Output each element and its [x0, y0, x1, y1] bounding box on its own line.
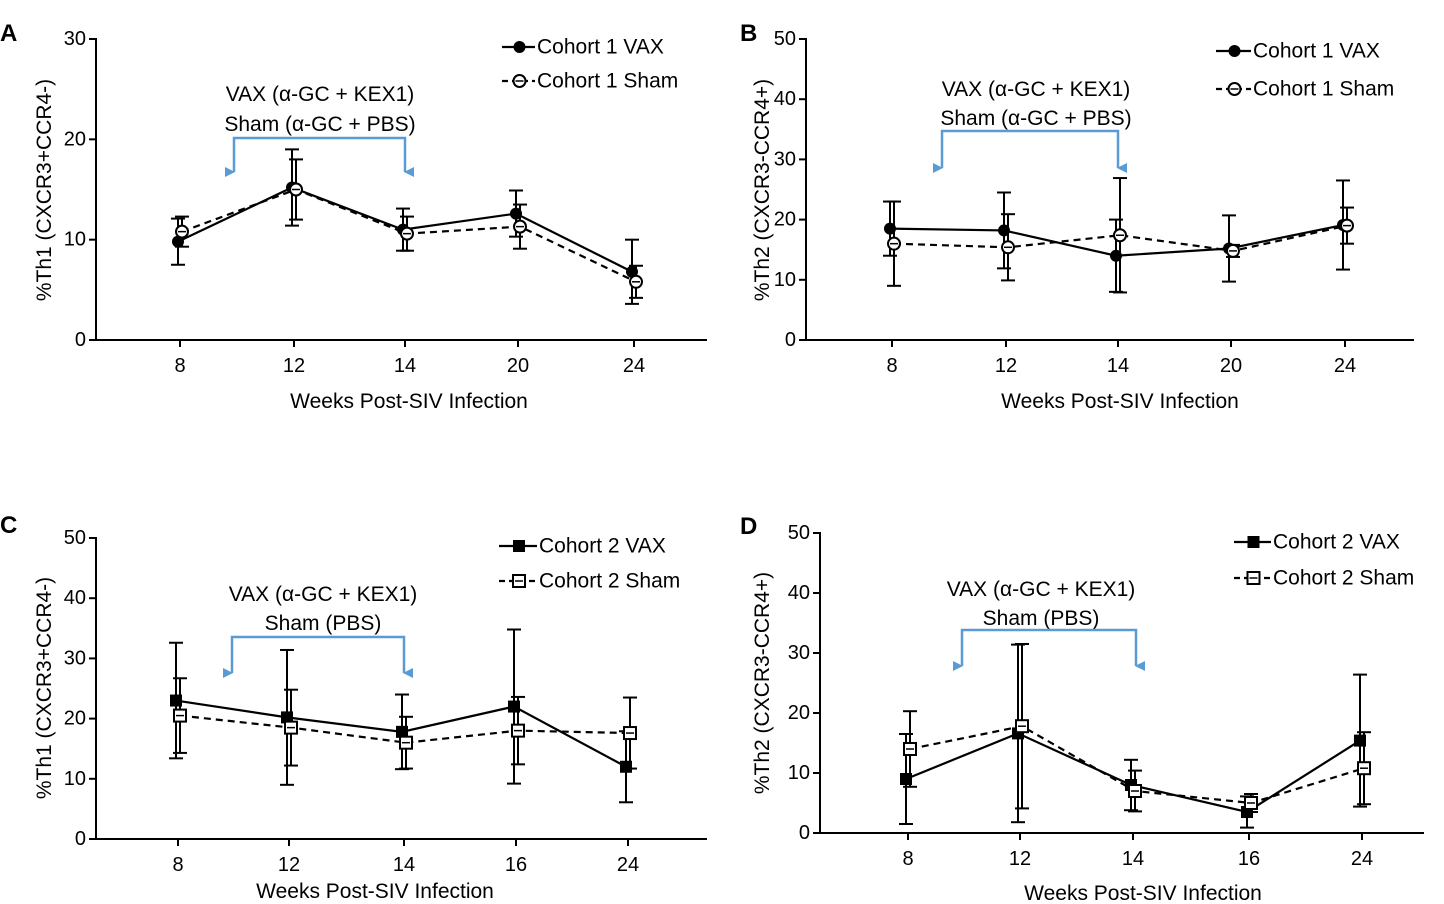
- y-axis-label: %Th2 (CXCR3-CCR4+): [751, 79, 774, 301]
- treatment-bracket: [933, 129, 1127, 173]
- y-axis-label: %Th1 (CXCR3+CCR4-): [33, 79, 56, 301]
- y-tick-label: 30: [64, 28, 86, 50]
- series-cohort-2-sham: [173, 677, 637, 770]
- treatment-bracket: [953, 628, 1145, 671]
- y-tick-label: 10: [788, 762, 810, 784]
- series-line: [905, 732, 1361, 814]
- legend-label: Cohort 1 VAX: [1253, 40, 1380, 63]
- y-tick-label: 20: [788, 702, 810, 724]
- y-tick-label: 0: [785, 329, 796, 351]
- x-tick-label: 12: [278, 854, 300, 876]
- series-cohort-1-sham: [175, 158, 643, 299]
- legend-entry: Cohort 2 Sham: [1234, 567, 1414, 590]
- x-tick-label: 8: [172, 854, 183, 876]
- annotation-line-2: Sham (PBS): [983, 607, 1100, 630]
- x-tick-label: 12: [995, 355, 1017, 377]
- series-line: [179, 714, 631, 744]
- y-axis-label: %Th2 (CXCR3-CCR4+): [751, 572, 774, 794]
- y-tick-label: 40: [788, 582, 810, 604]
- annotation-line-2: Sham (α-GC + PBS): [224, 113, 415, 136]
- y-tick-label: 30: [774, 148, 796, 170]
- y-tick-label: 20: [64, 708, 86, 730]
- panel-D: D 0 10 20 30 40 50 8 12 14 16 24 Weeks Post-SIV Infe…: [740, 513, 1424, 904]
- x-tick-label: 16: [505, 854, 527, 876]
- x-axis-label: Weeks Post-SIV Infection: [290, 390, 528, 413]
- x-axis-label: Weeks Post-SIV Infection: [1024, 882, 1262, 904]
- annotation-line-1: VAX (α-GC + KEX1): [947, 578, 1136, 601]
- series-cohort-1-vax: [171, 148, 639, 305]
- x-tick-label: 20: [507, 355, 529, 377]
- y-tick-label: 30: [64, 647, 86, 669]
- x-tick-label: 8: [174, 355, 185, 377]
- legend-label: Cohort 1 Sham: [1253, 78, 1394, 101]
- y-tick-label: 10: [64, 768, 86, 790]
- y-tick-label: 20: [774, 209, 796, 231]
- legend-entry: Cohort 2 VAX: [499, 535, 666, 558]
- annotation-line-2: Sham (PBS): [265, 612, 382, 635]
- annotation-line-2: Sham (α-GC + PBS): [940, 107, 1131, 130]
- panel-label: C: [0, 512, 17, 539]
- series-cohort-2-sham: [903, 643, 1371, 813]
- x-tick-label: 24: [1351, 848, 1373, 870]
- annotation-line-1: VAX (α-GC + KEX1): [229, 583, 418, 606]
- y-axis-label: %Th1 (CXCR3+CCR4-): [33, 577, 56, 799]
- panel-B: B 0 10 20 30 40 50 8 12 14 20 24 Weeks Post-SIV Infe…: [740, 20, 1414, 413]
- x-tick-label: 20: [1220, 355, 1242, 377]
- x-tick-label: 16: [1238, 848, 1260, 870]
- y-tick-label: 50: [788, 522, 810, 544]
- y-tick-label: 40: [774, 88, 796, 110]
- x-axis-label: Weeks Post-SIV Infection: [256, 880, 494, 903]
- legend-entry: Cohort 1 Sham: [502, 70, 678, 93]
- y-tick-label: 30: [788, 642, 810, 664]
- series-cohort-1-sham: [887, 177, 1354, 294]
- legend-entry: Cohort 2 VAX: [1234, 531, 1400, 554]
- x-tick-label: 12: [1009, 848, 1031, 870]
- x-tick-label: 14: [1107, 355, 1129, 377]
- legend-label: Cohort 1 VAX: [537, 36, 664, 59]
- y-tick-label: 0: [799, 822, 810, 844]
- legend-marker: [513, 540, 525, 552]
- legend-entry: Cohort 1 VAX: [502, 36, 664, 59]
- y-tick-label: 10: [774, 269, 796, 291]
- legend-entry: Cohort 1 Sham: [1216, 78, 1394, 101]
- x-tick-label: 14: [1122, 848, 1144, 870]
- legend-marker: [513, 41, 526, 53]
- legend-label: Cohort 2 VAX: [1273, 531, 1400, 554]
- legend-marker: [1228, 45, 1241, 57]
- y-tick-label: 0: [75, 329, 86, 351]
- annotation-line-1: VAX (α-GC + KEX1): [942, 78, 1131, 101]
- legend-label: Cohort 2 Sham: [1273, 567, 1414, 590]
- y-tick-label: 50: [774, 28, 796, 50]
- legend-entry: Cohort 1 VAX: [1216, 40, 1380, 63]
- y-tick-label: 50: [64, 527, 86, 549]
- legend-label: Cohort 1 Sham: [537, 70, 678, 93]
- annotation-line-1: VAX (α-GC + KEX1): [226, 83, 415, 106]
- y-tick-label: 0: [75, 828, 86, 850]
- y-tick-label: 40: [64, 587, 86, 609]
- legend-label: Cohort 2 Sham: [539, 570, 680, 593]
- x-tick-label: 8: [902, 848, 913, 870]
- x-tick-label: 24: [617, 854, 639, 876]
- x-axis-label: Weeks Post-SIV Infection: [1001, 390, 1239, 413]
- x-tick-label: 8: [886, 355, 897, 377]
- panel-label: A: [0, 20, 17, 47]
- series-line: [893, 224, 1348, 253]
- panel-C: C 0 10 20 30 40 50 8 12 14 16 24 Weeks Post-SIV Infe…: [0, 512, 707, 903]
- panel-A: A 0 10 20 30 8 12 14 20 24 Weeks Post-SIV Infectio…: [0, 20, 707, 413]
- x-tick-label: 12: [283, 355, 305, 377]
- x-tick-label: 24: [623, 355, 645, 377]
- panel-label: D: [740, 513, 757, 540]
- treatment-bracket: [225, 136, 414, 177]
- x-tick-label: 24: [1334, 355, 1356, 377]
- x-tick-label: 14: [393, 854, 415, 876]
- x-tick-label: 14: [394, 355, 416, 377]
- legend-entry: Cohort 2 Sham: [499, 570, 680, 593]
- legend-label: Cohort 2 VAX: [539, 535, 666, 558]
- panel-label: B: [740, 20, 757, 47]
- treatment-bracket: [223, 635, 413, 678]
- legend-marker: [1247, 536, 1260, 548]
- y-tick-label: 10: [64, 229, 86, 251]
- y-tick-label: 20: [64, 128, 86, 150]
